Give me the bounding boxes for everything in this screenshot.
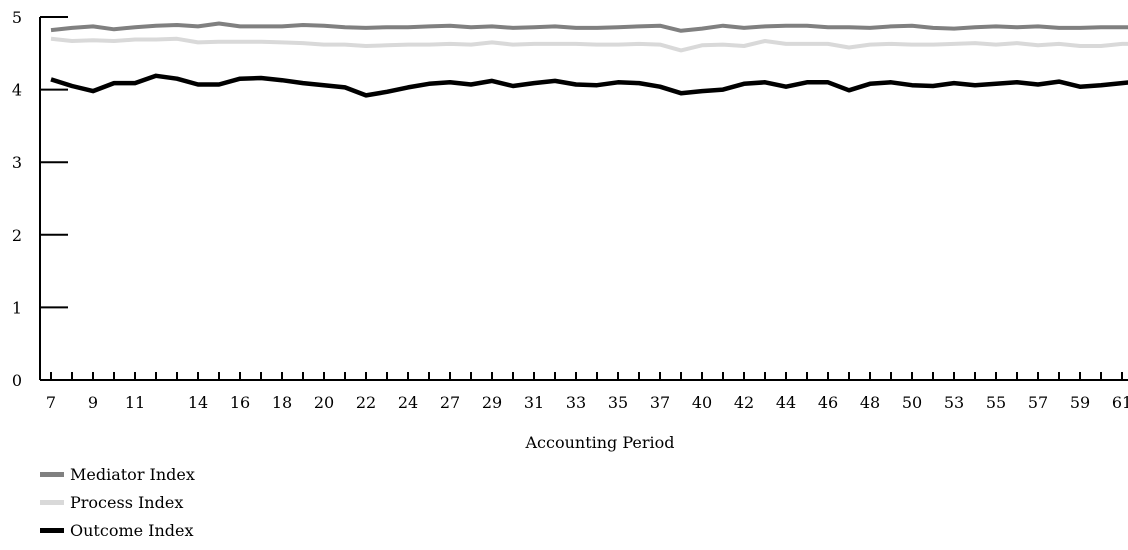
y-tick-label: 5 [12,8,22,27]
legend-label: Process Index [70,492,184,512]
series-line-outcome-index [50,73,1128,98]
x-tick-label: 7 [46,393,56,412]
x-tick-label: 50 [902,393,922,412]
x-tick-label: 20 [314,393,334,412]
x-tick-label: 9 [88,393,98,412]
y-tick-label: 4 [12,81,22,100]
x-tick-label: 22 [356,393,376,412]
series-line-process-index [50,36,1128,53]
x-tick-label: 48 [860,393,880,412]
x-tick-label: 46 [818,393,838,412]
x-tick-label: 37 [650,393,670,412]
legend-item-process-index: Process Index [40,488,195,516]
x-tick-label: 16 [230,393,250,412]
legend-label: Outcome Index [70,520,194,540]
x-tick-label: 24 [398,393,418,412]
x-tick-label: 55 [986,393,1006,412]
legend-item-outcome-index: Outcome Index [40,516,195,544]
x-tick-label: 31 [524,393,544,412]
legend-swatch [40,499,64,505]
legend-item-mediator-index: Mediator Index [40,460,195,488]
x-axis-title: Accounting Period [524,433,674,452]
x-tick-label: 59 [1070,393,1090,412]
series-line-mediator-index [50,21,1128,33]
x-tick-label: 14 [188,393,208,412]
x-tick-label: 40 [692,393,712,412]
x-tick-label: 29 [482,393,502,412]
y-tick-label: 1 [12,298,22,317]
x-tick-label: 27 [440,393,460,412]
x-tick-label: 61 [1112,393,1128,412]
chart-series [50,21,1128,98]
x-tick-label: 53 [944,393,964,412]
x-tick-label: 11 [125,393,145,412]
x-tick-label: 18 [272,393,292,412]
legend-label: Mediator Index [70,464,195,484]
chart-legend: Mediator Index Process Index Outcome Ind… [40,460,195,544]
x-tick-label: 42 [734,393,754,412]
x-tick-label: 33 [566,393,586,412]
legend-swatch [40,527,64,533]
y-tick-label: 3 [12,153,22,172]
x-tick-label: 44 [776,393,796,412]
y-tick-label: 0 [12,371,22,390]
y-tick-label: 2 [12,226,22,245]
x-tick-label: 35 [608,393,628,412]
x-tick-label: 57 [1028,393,1048,412]
legend-swatch [40,471,64,477]
